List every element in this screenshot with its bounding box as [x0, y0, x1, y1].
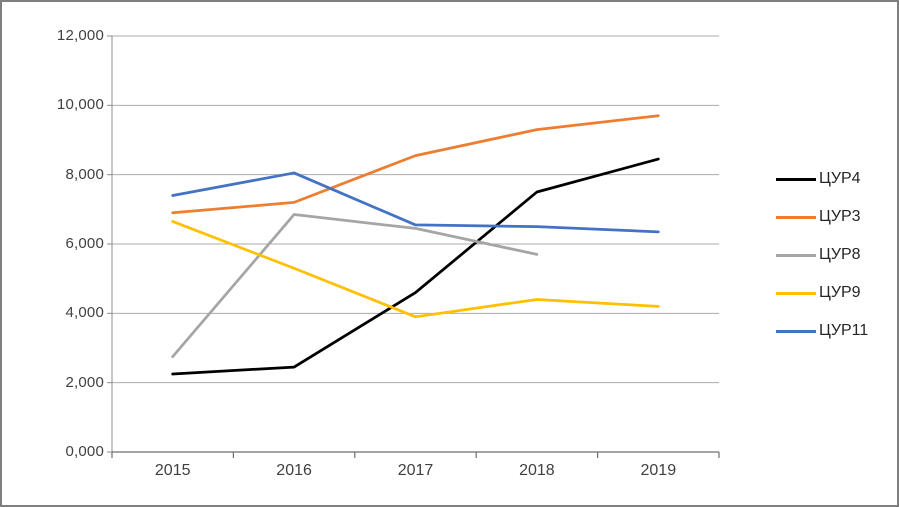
legend-item-ЦУР11: ЦУР11: [776, 319, 868, 343]
legend-label: ЦУР11: [819, 322, 869, 339]
y-axis-tick-label: 8,000: [65, 165, 104, 183]
y-axis-tick-label: 0,000: [65, 443, 104, 460]
legend-item-ЦУР8: ЦУР8: [776, 243, 868, 267]
legend-label: ЦУР3: [819, 208, 861, 225]
x-axis-tick-label: 2018: [519, 462, 555, 479]
legend-line-icon: [776, 177, 816, 181]
series-line-ЦУР4: [171, 157, 660, 376]
legend-label: ЦУР4: [819, 170, 861, 187]
y-axis-tick-label: 4,000: [65, 304, 104, 322]
x-axis-tick-label: 2019: [640, 462, 677, 479]
legend-label: ЦУР9: [819, 284, 861, 301]
series-line-ЦУР8: [171, 213, 539, 359]
legend-item-ЦУР3: ЦУР3: [776, 205, 868, 229]
legend-item-ЦУР4: ЦУР4: [776, 167, 868, 191]
series-line-ЦУР11: [171, 171, 660, 234]
legend-line-icon: [776, 215, 816, 219]
series-line-ЦУР3: [171, 114, 660, 215]
y-axis-tick-label: 12,000: [56, 27, 104, 44]
x-axis-tick-label: 2017: [397, 462, 434, 479]
legend-label: ЦУР8: [819, 246, 861, 263]
y-axis-tick-label: 10,000: [56, 96, 104, 114]
x-axis-tick-label: 2016: [276, 462, 312, 479]
chart-legend: ЦУР4 ЦУР3 ЦУР8 ЦУР9 ЦУР11: [776, 167, 868, 343]
series-line-ЦУР9: [171, 220, 660, 319]
y-axis-tick-label: 6,000: [65, 235, 104, 252]
legend-line-icon: [776, 291, 816, 295]
legend-line-icon: [776, 253, 816, 257]
y-axis-tick-label: 2,000: [65, 373, 104, 391]
legend-item-ЦУР9: ЦУР9: [776, 281, 868, 305]
x-axis-tick-label: 2015: [154, 462, 191, 479]
legend-line-icon: [776, 329, 816, 333]
